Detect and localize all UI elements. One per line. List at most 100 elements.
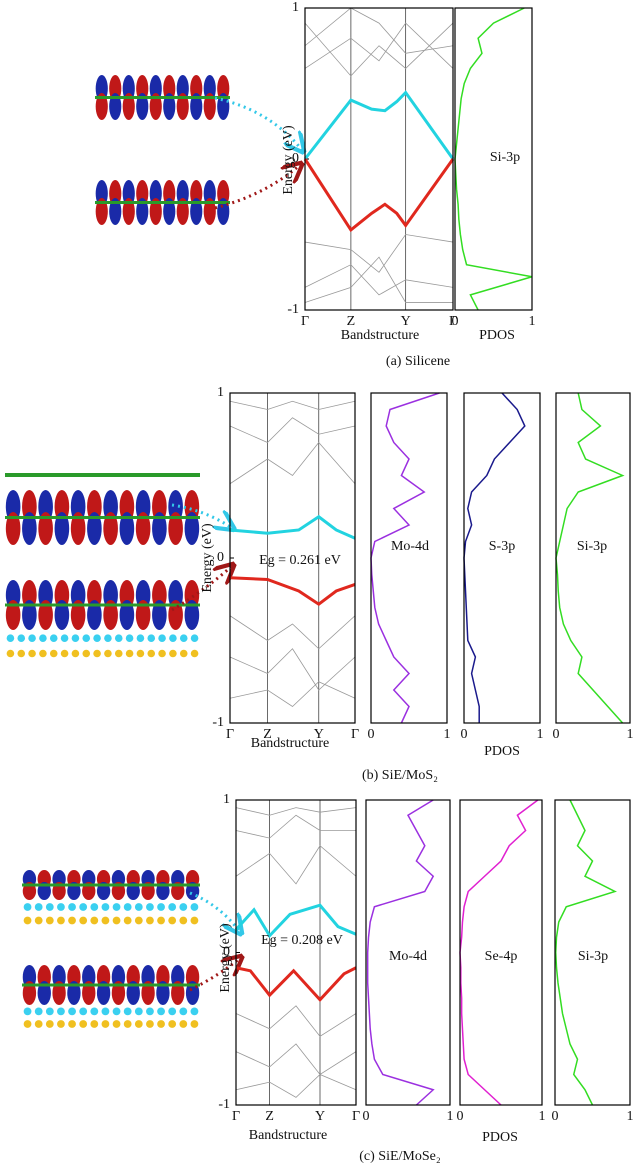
- band-edge: [229, 514, 356, 540]
- atom: [112, 1020, 121, 1028]
- orbital-lobe: [141, 981, 155, 1005]
- atom: [90, 916, 99, 925]
- atom: [146, 903, 154, 911]
- orbital-lobe: [109, 198, 122, 225]
- x-tick-label: Y: [314, 727, 324, 742]
- orbital-lobe: [95, 93, 108, 120]
- x-tick-label: 0: [552, 1109, 559, 1124]
- x-tick-label: 1: [627, 727, 634, 742]
- atom: [101, 916, 110, 925]
- orbital-lobe: [203, 198, 216, 225]
- y-tick-label: 1: [223, 792, 230, 807]
- plot-frame: [229, 392, 356, 724]
- orbital-lobe: [171, 981, 185, 1005]
- atom: [169, 649, 177, 658]
- x-tick-label: Γ: [301, 314, 309, 329]
- y-tick-label: 0: [223, 945, 230, 960]
- orbital-lobe: [87, 600, 102, 630]
- atom: [134, 903, 143, 911]
- pdos-curve: [555, 392, 625, 724]
- orbital-lobe: [38, 600, 53, 630]
- atom: [147, 649, 156, 658]
- plot-frame: [454, 7, 533, 311]
- pdos-curve: [463, 392, 526, 723]
- orbital-label: Mo-4d: [391, 539, 429, 554]
- band: [235, 807, 357, 816]
- orbital-lobe: [52, 981, 66, 1005]
- orbital-label: Se-4p: [485, 949, 518, 964]
- orbital-label: Si-3p: [577, 539, 607, 554]
- band-edge: [229, 576, 356, 607]
- atom: [190, 634, 199, 642]
- orbital-lobe: [217, 93, 230, 120]
- orbital-lobe: [152, 512, 167, 545]
- atom: [114, 634, 123, 642]
- band: [229, 681, 356, 708]
- pdos-curve: [554, 799, 617, 1106]
- atom: [68, 903, 76, 911]
- orbital-lobe: [119, 512, 135, 545]
- atom: [93, 649, 101, 658]
- orbital-lobe: [168, 512, 183, 545]
- atom: [45, 903, 54, 911]
- x-tick-label: 0: [368, 727, 375, 742]
- orbital-lobe: [135, 512, 151, 545]
- plot-frame: [365, 799, 451, 1106]
- atom: [71, 634, 80, 642]
- atom: [93, 634, 101, 642]
- band-edge: [303, 90, 455, 160]
- atom: [101, 1007, 110, 1016]
- x-tick-label: Γ: [352, 1109, 360, 1124]
- orbital-lobe: [5, 512, 21, 545]
- orbital-lobe: [38, 512, 53, 545]
- arrow: [171, 503, 232, 528]
- atom: [190, 1007, 199, 1016]
- orbital-lobe: [190, 93, 203, 120]
- atom: [146, 1020, 154, 1028]
- orbital-lobe: [22, 600, 37, 630]
- atom: [23, 1020, 32, 1028]
- x-tick-label: 1: [447, 1109, 454, 1124]
- band: [304, 234, 454, 273]
- orbital-lobe: [136, 93, 149, 120]
- atom: [57, 903, 65, 911]
- orbital-lobe: [217, 198, 230, 225]
- atom: [123, 1007, 132, 1016]
- atom: [82, 634, 91, 642]
- atom: [39, 649, 47, 658]
- x-tick-label: Γ: [226, 727, 234, 742]
- atom: [79, 1007, 88, 1016]
- atom: [28, 634, 36, 642]
- orbital-label: Si-3p: [578, 949, 608, 964]
- atom: [34, 916, 43, 925]
- atom: [136, 634, 145, 642]
- atom: [68, 1020, 76, 1028]
- atom: [157, 916, 165, 925]
- atom: [34, 1007, 43, 1016]
- x-tick-label: Z: [347, 314, 356, 329]
- orbital-lobe: [122, 93, 135, 120]
- band-gap-label: Eg = 0.261 eV: [259, 553, 341, 568]
- x-tick-label: Γ: [232, 1109, 240, 1124]
- orbital-lobe: [109, 93, 122, 120]
- atom: [71, 649, 80, 658]
- atom: [157, 903, 165, 911]
- orbital-lobe: [70, 600, 86, 630]
- atom: [123, 903, 132, 911]
- plot-frame: [304, 7, 454, 311]
- panel-caption: (b) SiE/MoS₂: [362, 768, 438, 783]
- atom: [34, 1020, 43, 1028]
- band: [304, 22, 454, 69]
- x-tick-label: 0: [553, 727, 560, 742]
- y-tick-label: 1: [292, 0, 299, 15]
- y-axis-label: Energy (eV): [281, 125, 296, 195]
- orbital-lobe: [168, 600, 183, 630]
- atom: [57, 1007, 65, 1016]
- orbital-lobe: [135, 600, 151, 630]
- atom: [112, 903, 121, 911]
- orbital-lobe: [5, 600, 21, 630]
- y-tick-label: 0: [217, 550, 224, 565]
- band: [229, 417, 356, 443]
- orbital-lobe: [103, 512, 118, 545]
